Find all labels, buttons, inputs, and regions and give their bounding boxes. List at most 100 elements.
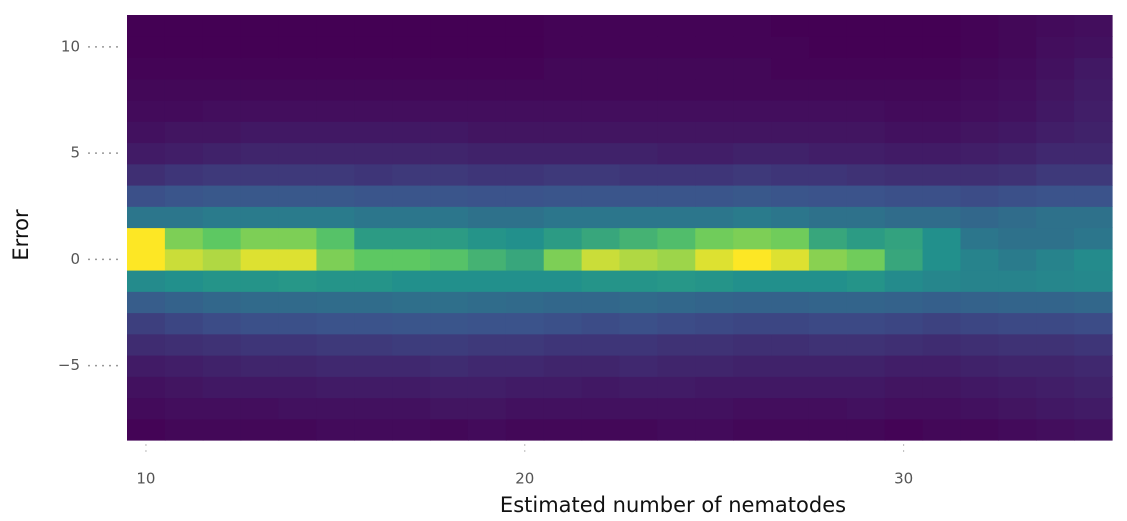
heat-cell	[543, 78, 583, 101]
heat-cell	[354, 142, 393, 165]
heat-cell	[733, 355, 772, 377]
heat-cell	[998, 57, 1037, 80]
heat-cell	[771, 355, 810, 377]
heat-cell	[733, 36, 772, 59]
heat-cell	[846, 270, 886, 292]
heat-cell	[467, 248, 507, 271]
heat-cell	[733, 418, 772, 441]
heat-cell	[884, 121, 924, 144]
heat-cell	[278, 333, 318, 356]
heat-cell	[505, 57, 545, 80]
heat-cell	[771, 270, 810, 292]
heat-cell	[998, 142, 1037, 165]
heat-cell	[278, 418, 318, 441]
heat-cell	[202, 15, 242, 37]
heat-cell	[581, 185, 621, 207]
heat-cell	[316, 57, 355, 80]
heat-cell	[240, 57, 280, 80]
heat-cell	[127, 418, 166, 441]
heat-cell	[240, 185, 280, 207]
heat-cell	[733, 291, 772, 314]
heat-cell	[392, 312, 431, 335]
heat-cell	[505, 376, 545, 399]
heat-cell	[808, 78, 848, 101]
heat-cell	[202, 270, 242, 292]
heat-cell	[202, 57, 242, 80]
heat-cell	[127, 121, 166, 144]
heat-cell	[354, 418, 393, 441]
heat-cell	[467, 376, 507, 399]
heat-cell	[808, 291, 848, 314]
heat-cell	[619, 36, 658, 59]
heat-cell	[543, 418, 583, 441]
heat-cell	[619, 206, 658, 229]
heat-cell	[771, 333, 810, 356]
heat-cell	[771, 163, 810, 186]
heat-cell	[392, 206, 431, 229]
heat-cell	[657, 142, 696, 165]
heat-cell	[998, 78, 1037, 101]
heat-cell	[240, 121, 280, 144]
heat-cell	[202, 397, 242, 420]
heat-cell	[695, 78, 734, 101]
heat-cell	[657, 121, 696, 144]
heat-cell	[467, 36, 507, 59]
heat-cell	[164, 163, 204, 186]
heat-cell	[316, 15, 355, 37]
heat-cell	[164, 121, 204, 144]
heat-cell	[505, 333, 545, 356]
heat-cell	[960, 185, 999, 207]
heat-cell	[695, 142, 734, 165]
heat-cell	[240, 291, 280, 314]
heat-cell	[505, 270, 545, 292]
heat-cell	[619, 291, 658, 314]
heat-cell	[505, 185, 545, 207]
heat-cell	[278, 78, 318, 101]
heat-cell	[733, 333, 772, 356]
heat-cell	[392, 270, 431, 292]
heat-cell	[240, 78, 280, 101]
heat-cell	[392, 248, 431, 271]
heat-cell	[1036, 397, 1075, 420]
heat-cell	[771, 185, 810, 207]
heat-cell	[922, 142, 962, 165]
heat-cell	[771, 57, 810, 80]
heat-cell	[808, 142, 848, 165]
heat-cell	[657, 355, 696, 377]
heat-cell	[354, 15, 393, 37]
heat-cell	[619, 355, 658, 377]
heat-cell	[808, 163, 848, 186]
heat-cell	[998, 36, 1037, 59]
heat-cell	[202, 163, 242, 186]
heat-cell	[960, 333, 999, 356]
heat-cell	[695, 291, 734, 314]
heat-cell	[202, 78, 242, 101]
heat-cell	[316, 206, 355, 229]
heat-cell	[392, 227, 431, 250]
heat-cell	[884, 57, 924, 80]
heat-cell	[316, 142, 355, 165]
heat-cell	[657, 376, 696, 399]
heat-cell	[771, 248, 810, 271]
heat-cell	[960, 100, 999, 122]
heat-cell	[960, 15, 999, 37]
heat-cell	[998, 397, 1037, 420]
heat-cell	[695, 418, 734, 441]
heat-cell	[240, 100, 280, 122]
heat-cell	[960, 121, 999, 144]
heat-cell	[619, 376, 658, 399]
heat-cell	[392, 291, 431, 314]
heat-cell	[1036, 15, 1075, 37]
heat-cell	[505, 78, 545, 101]
heat-cell	[846, 185, 886, 207]
heat-cell	[998, 206, 1037, 229]
heat-cell	[430, 397, 469, 420]
heat-cell	[1036, 57, 1075, 80]
heat-cell	[846, 376, 886, 399]
heat-cell	[998, 15, 1037, 37]
heat-cell	[354, 57, 393, 80]
heat-cell	[430, 36, 469, 59]
heat-cell	[392, 15, 431, 37]
heat-cell	[657, 78, 696, 101]
